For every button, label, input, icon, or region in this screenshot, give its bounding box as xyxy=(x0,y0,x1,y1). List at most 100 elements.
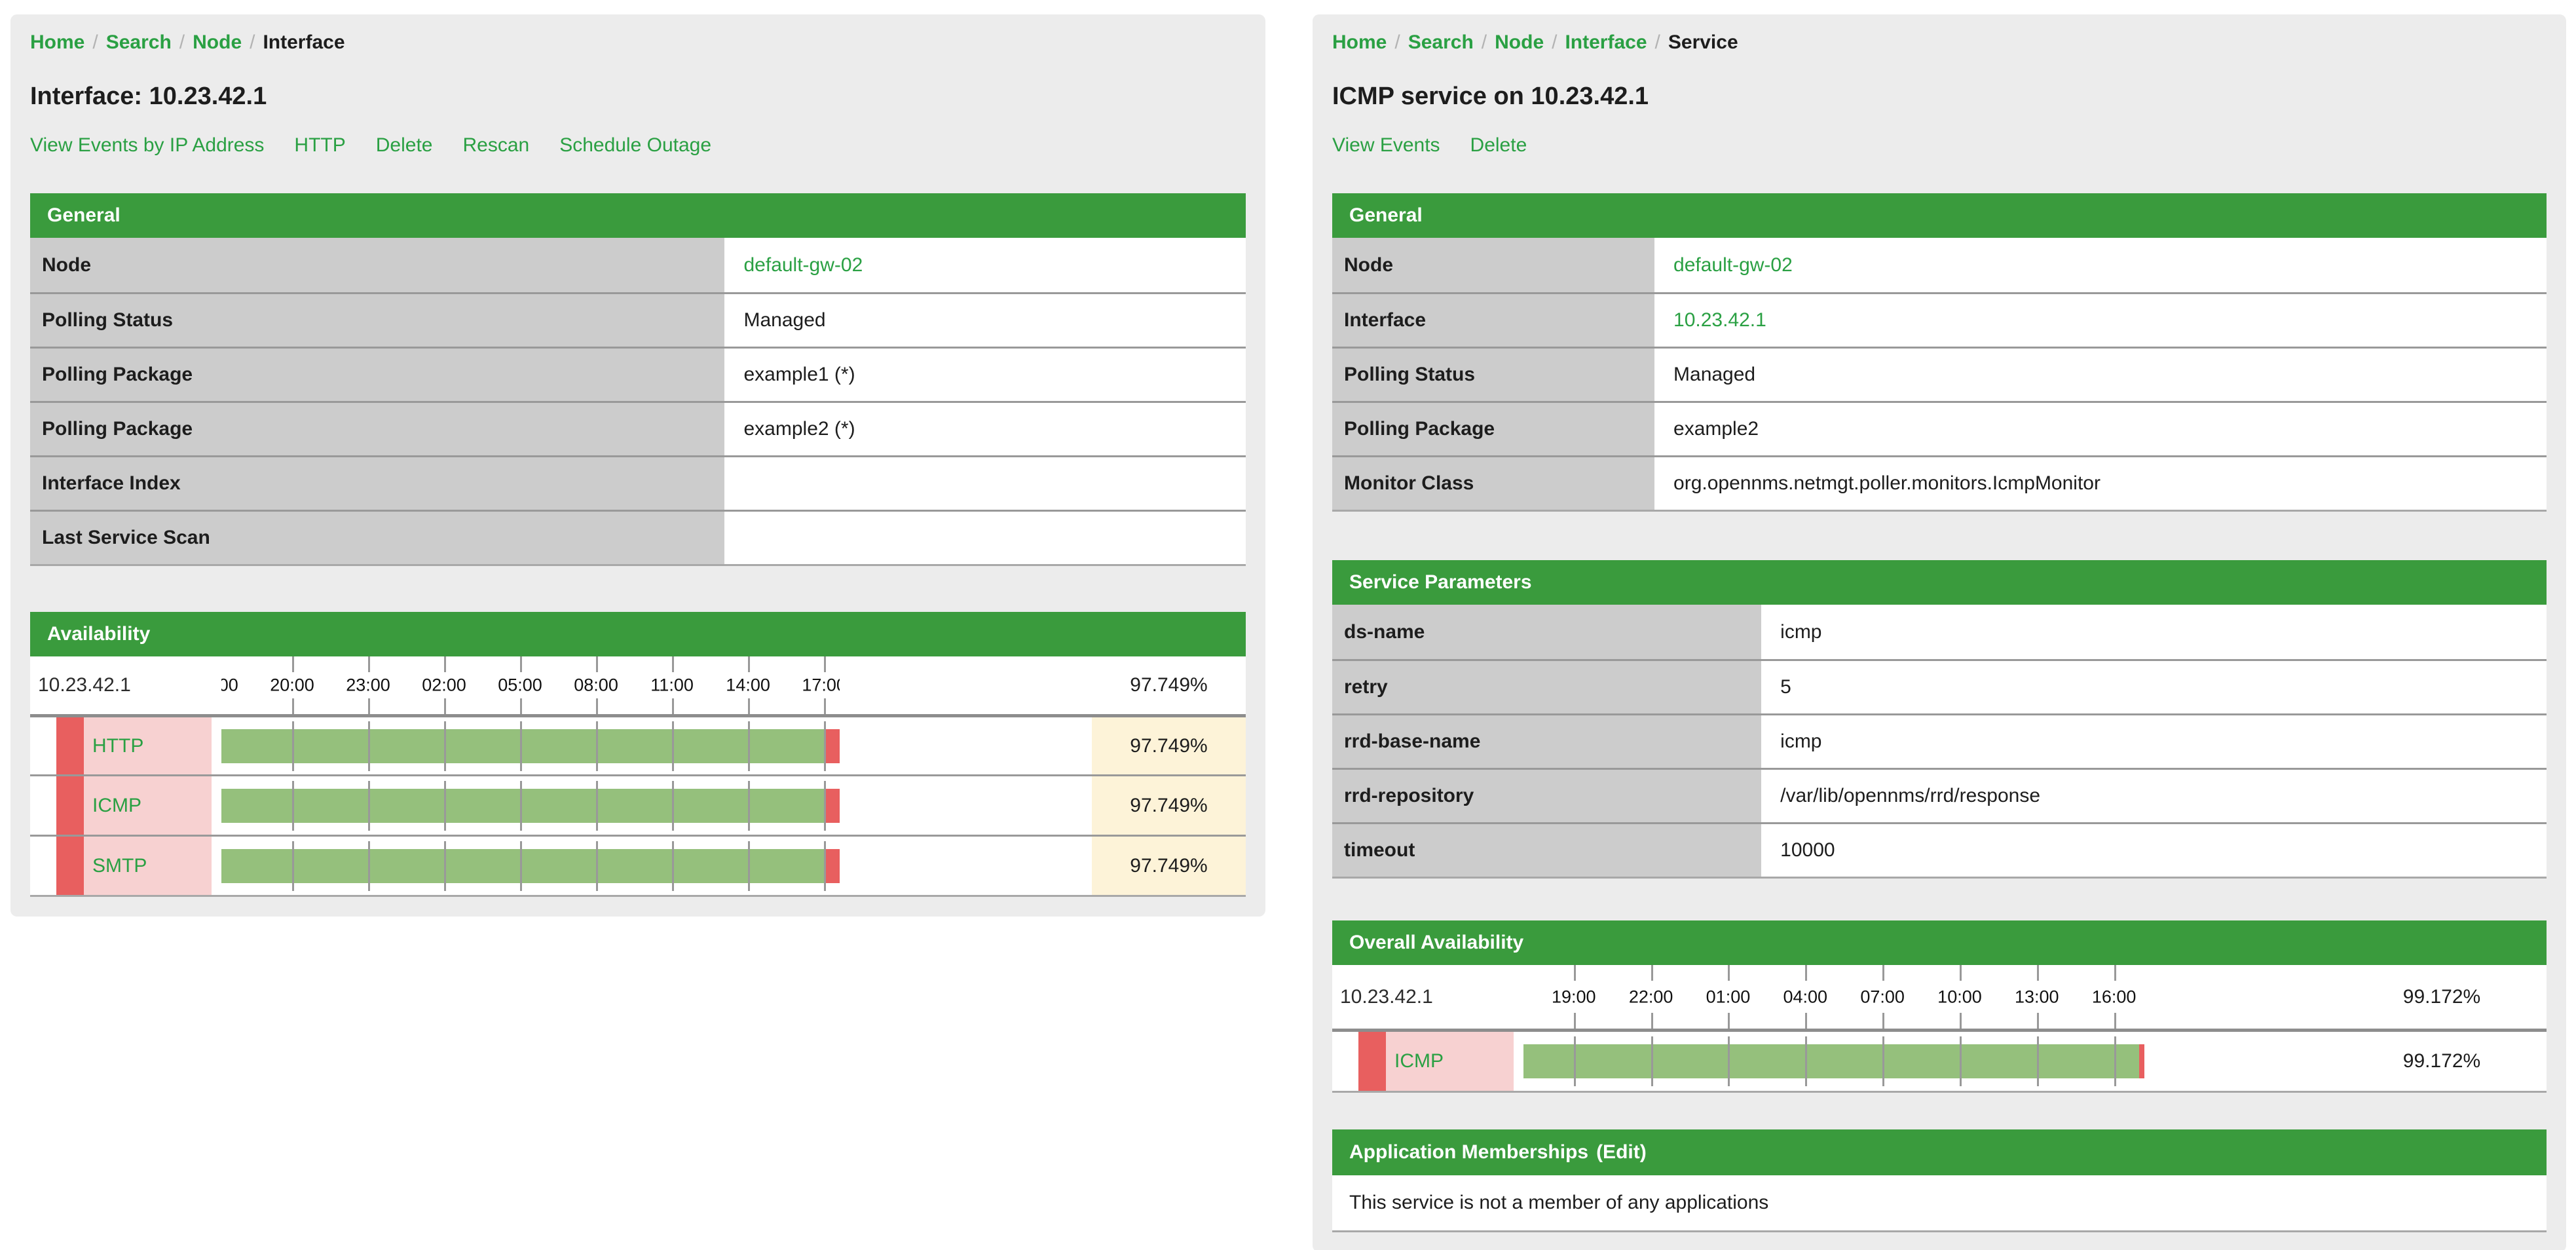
row-value: 10.23.42.1 xyxy=(1656,294,2547,347)
service-panel: Home / Search / Node / Interface / Service ICMP … xyxy=(1313,14,2566,1250)
overall-availability-value: 99.172% xyxy=(2337,965,2547,1029)
axis-tick xyxy=(1959,1013,1962,1029)
availability-bar-cell xyxy=(212,717,1092,774)
row-label: Interface Index xyxy=(30,457,727,510)
axis-tick xyxy=(672,698,675,714)
row-label: Polling Package xyxy=(30,403,727,455)
service-name-cell: ICMP xyxy=(84,776,212,835)
service-link-icmp[interactable]: ICMP xyxy=(1394,1050,1444,1072)
time-axis-cell: 17:00 20:00 23:00 02:00 05:00 08:00 11:00 14:00… xyxy=(212,656,1092,714)
service-availability-row: HTTP 97.749% xyxy=(30,714,1246,774)
row-indent xyxy=(1332,1032,1358,1091)
node-link[interactable]: default-gw-02 xyxy=(1673,254,1793,276)
table-row: Polling Status Managed xyxy=(1332,347,2547,401)
table-row: Node default-gw-02 xyxy=(1332,238,2547,292)
grid-tick xyxy=(2036,1036,2039,1086)
action-links: View Events Delete xyxy=(1332,134,2557,157)
breadcrumb-service-current: Service xyxy=(1668,31,1738,53)
availability-bar-down xyxy=(825,848,840,883)
axis-tick xyxy=(2036,965,2039,981)
axis-tick xyxy=(1573,965,1576,981)
interface-link[interactable]: 10.23.42.1 xyxy=(1673,309,1766,331)
interface-ip-label: 10.23.42.1 xyxy=(38,674,131,696)
row-value xyxy=(726,512,1246,564)
axis-tick xyxy=(2036,1013,2039,1029)
axis-tick xyxy=(444,698,447,714)
service-parameters-table: Service Parameters ds-name icmp retry 5 … xyxy=(1332,560,2547,879)
axis-label: 19:00 xyxy=(1551,987,1596,1006)
breadcrumb-separator: / xyxy=(1481,31,1487,53)
table-row: Node default-gw-02 xyxy=(30,238,1246,292)
axis-label: 04:00 xyxy=(1783,987,1828,1006)
service-link-icmp[interactable]: ICMP xyxy=(92,794,141,816)
application-memberships-table: Application Memberships (Edit) This serv… xyxy=(1332,1129,2547,1232)
http-link[interactable]: HTTP xyxy=(294,134,346,156)
grid-tick xyxy=(368,721,370,771)
row-label: retry xyxy=(1332,661,1764,713)
axis-tick xyxy=(1959,965,1962,981)
axis-tick xyxy=(596,698,599,714)
availability-bar-up xyxy=(221,788,826,823)
application-memberships-title: Application Memberships xyxy=(1349,1141,1589,1163)
breadcrumb-home[interactable]: Home xyxy=(1332,31,1387,53)
schedule-outage-link[interactable]: Schedule Outage xyxy=(559,134,712,156)
grid-tick xyxy=(368,780,370,831)
delete-link[interactable]: Delete xyxy=(375,134,433,156)
rescan-link[interactable]: Rescan xyxy=(462,134,530,156)
breadcrumb-separator: / xyxy=(1552,31,1558,53)
grid-tick xyxy=(824,721,827,771)
availability-bar-up xyxy=(1523,1044,2140,1078)
table-row: Last Service Scan xyxy=(30,510,1246,564)
row-value: example2 (*) xyxy=(726,403,1246,455)
row-label: Polling Package xyxy=(1332,403,1657,455)
grid-tick xyxy=(672,841,675,891)
breadcrumb-home[interactable]: Home xyxy=(30,31,85,53)
service-link-smtp[interactable]: SMTP xyxy=(92,854,147,877)
axis-label: 14:00 xyxy=(726,675,770,695)
table-row: timeout 10000 xyxy=(1332,822,2547,877)
axis-tick xyxy=(520,698,523,714)
axis-label: 17:00 xyxy=(802,675,840,695)
view-events-link[interactable]: View Events xyxy=(1332,134,1440,156)
row-label: Node xyxy=(30,238,727,292)
row-value: default-gw-02 xyxy=(726,238,1246,292)
view-events-by-ip-link[interactable]: View Events by IP Address xyxy=(30,134,265,156)
row-value xyxy=(726,457,1246,510)
grid-tick xyxy=(672,721,675,771)
axis-label: 23:00 xyxy=(346,675,390,695)
table-row: retry 5 xyxy=(1332,659,2547,713)
table-row: Interface 10.23.42.1 xyxy=(1332,292,2547,347)
breadcrumb-interface[interactable]: Interface xyxy=(1565,31,1647,53)
grid-tick xyxy=(368,841,370,891)
row-label: Monitor Class xyxy=(1332,457,1657,510)
breadcrumb-separator: / xyxy=(1394,31,1400,53)
page-title: Interface: 10.23.42.1 xyxy=(30,83,267,110)
breadcrumb-node[interactable]: Node xyxy=(1495,31,1544,53)
availability-bar xyxy=(221,841,840,891)
axis-label: 13:00 xyxy=(2015,987,2059,1006)
availability-axis-row: 10.23.42.1 19:00 22:00 01:00 04:00 07:00 10:0… xyxy=(1332,965,2547,1029)
table-row: Polling Package example2 (*) xyxy=(30,401,1246,455)
breadcrumb-search[interactable]: Search xyxy=(1408,31,1474,53)
delete-link[interactable]: Delete xyxy=(1470,134,1527,156)
node-link[interactable]: default-gw-02 xyxy=(743,254,863,276)
breadcrumb-node[interactable]: Node xyxy=(193,31,242,53)
axis-tick xyxy=(748,656,751,672)
axis-tick xyxy=(444,656,447,672)
service-link-http[interactable]: HTTP xyxy=(92,734,144,757)
availability-bar-cell xyxy=(212,837,1092,895)
axis-tick xyxy=(1728,965,1730,981)
row-value: 5 xyxy=(1763,661,2547,713)
breadcrumb: Home / Search / Node / Interface xyxy=(20,22,1256,54)
row-label: rrd-repository xyxy=(1332,770,1764,822)
axis-tick xyxy=(1805,965,1808,981)
breadcrumb-search[interactable]: Search xyxy=(105,31,172,53)
service-name-cell: HTTP xyxy=(84,717,212,774)
edit-memberships-link[interactable]: (Edit) xyxy=(1596,1141,1647,1163)
axis-label: 17:00 xyxy=(221,675,238,695)
axis-tick xyxy=(824,656,827,672)
status-indicator-down xyxy=(56,717,84,774)
table-row: Polling Package example1 (*) xyxy=(30,347,1246,401)
axis-label: 01:00 xyxy=(1706,987,1751,1006)
axis-tick xyxy=(596,656,599,672)
